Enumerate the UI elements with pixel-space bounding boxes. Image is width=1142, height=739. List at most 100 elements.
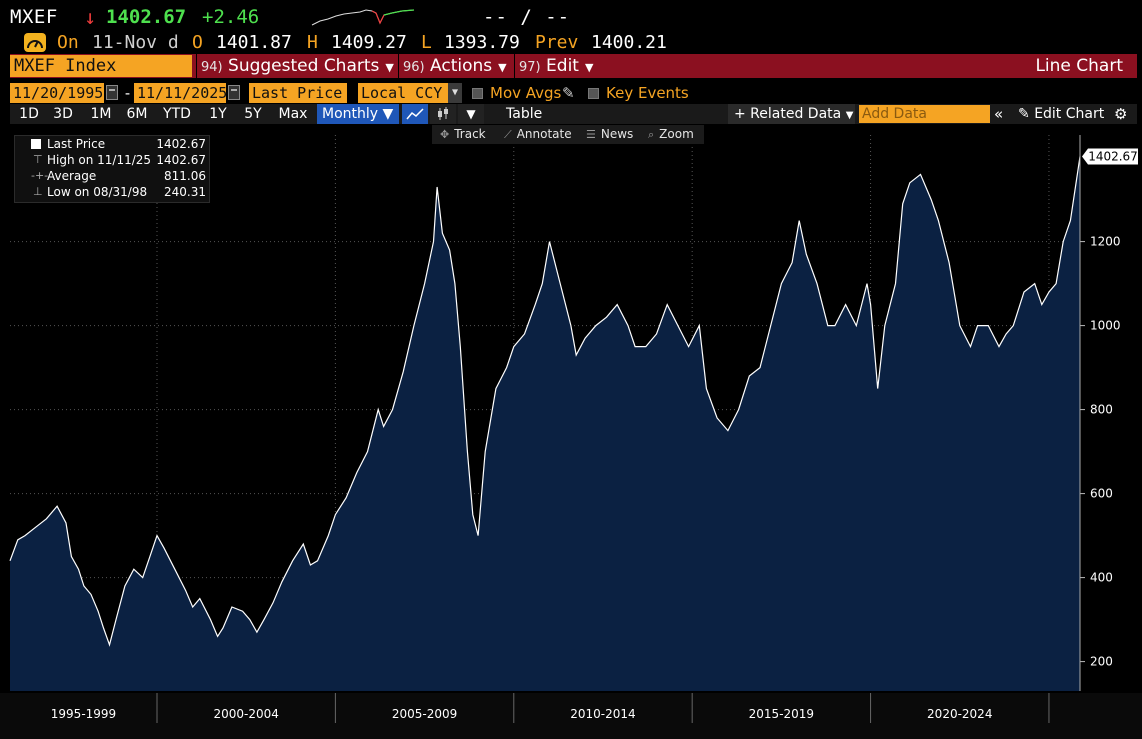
caret-down-icon: ▼ <box>498 61 507 74</box>
chart-axes <box>0 135 1142 739</box>
add-data-input[interactable]: Add Data <box>859 105 990 123</box>
legend-value: 811.06 <box>164 169 206 183</box>
y-tick-label: 200 <box>1090 655 1113 669</box>
on-label: On <box>57 32 79 53</box>
down-arrow-icon: ↓ <box>84 5 97 29</box>
high-label: H <box>307 32 318 53</box>
caret-down-icon: ▼ <box>845 110 854 121</box>
actions-menu[interactable]: 96) Actions ▼ <box>398 54 514 78</box>
ohlc-bar: On 11-Nov d O 1401.87 H 1409.27 L 1393.7… <box>0 31 1142 53</box>
last-price-tag <box>1082 148 1138 165</box>
tab-3d[interactable]: 3D <box>53 106 73 122</box>
calendar-icon[interactable] <box>106 85 118 100</box>
legend-row-high: ⊤ High on 11/11/25 1402.67 <box>15 152 211 168</box>
x-tick-label: 2000-2004 <box>213 707 278 721</box>
edit-chart-button[interactable]: ✎ Edit Chart <box>1018 104 1104 124</box>
last-price-tag-label: 1402.67 <box>1088 149 1138 163</box>
low-marker-icon: ⊥ <box>33 185 43 198</box>
legend-value: 240.31 <box>164 185 206 199</box>
tab-1m[interactable]: 1M <box>90 106 112 122</box>
start-date-field[interactable]: 11/20/1995 <box>10 83 104 103</box>
news-tool[interactable]: ☰ News <box>586 125 633 144</box>
average-marker-icon: -+- <box>31 169 49 182</box>
legend-label: Low on 08/31/98 <box>47 185 148 199</box>
x-axis-labels: 1995-1999 2000-2004 2005-2009 2010-2014 2015… <box>51 707 993 721</box>
chevron-down-icon[interactable]: ▼ <box>458 104 484 124</box>
pencil-icon: ✎ <box>1018 106 1030 122</box>
legend-row-last[interactable]: Last Price 1402.67 <box>15 136 211 152</box>
suggested-charts-menu[interactable]: 94) Suggested Charts ▼ <box>196 54 398 78</box>
track-tool[interactable]: ✥ Track <box>440 125 486 144</box>
open-label: O <box>192 32 203 53</box>
zoom-tool[interactable]: ⌕ Zoom <box>648 125 694 144</box>
y-tick-label: 1000 <box>1090 319 1121 333</box>
actions-number: 96) <box>403 60 425 75</box>
gear-icon[interactable]: ⚙ <box>1114 105 1128 123</box>
pencil-icon[interactable]: ✎ <box>562 84 575 102</box>
last-price: 1402.67 <box>106 6 187 28</box>
legend-row-low: ⊥ Low on 08/31/98 240.31 <box>15 184 211 200</box>
price-area <box>10 156 1080 691</box>
tab-1d[interactable]: 1D <box>19 106 39 122</box>
magnifier-icon: ⌕ <box>648 128 655 141</box>
price-chart[interactable]: 200 400 600 800 1000 1200 1995-1999 2000-2004 2… <box>0 125 1142 739</box>
x-tick-label: 2020-2024 <box>927 707 992 721</box>
high-value: 1409.27 <box>331 32 407 53</box>
ticker-symbol[interactable]: MXEF <box>10 6 58 28</box>
news-icon: ☰ <box>586 128 596 141</box>
x-tick-label: 2015-2019 <box>749 707 814 721</box>
chart-type-label[interactable]: Line Chart <box>1035 56 1123 76</box>
prev-label: Prev <box>535 32 579 53</box>
tab-max[interactable]: Max <box>278 106 308 122</box>
period-bar: 1D 3D 1M 6M YTD 1Y 5Y Max Monthly ▼ ▼ Ta… <box>10 104 1137 124</box>
edit-label: Edit <box>546 56 579 76</box>
collapse-left-icon[interactable]: « <box>994 105 1004 123</box>
news-label: News <box>600 127 634 141</box>
legend-value: 1402.67 <box>156 153 206 167</box>
series-swatch <box>31 139 41 149</box>
chart-grid <box>10 135 1085 691</box>
security-field[interactable]: MXEF Index <box>10 55 192 77</box>
caret-down-icon: ▼ <box>584 61 594 74</box>
key-events-checkbox[interactable] <box>588 88 599 99</box>
y-axis-labels: 200 400 600 800 1000 1200 <box>1090 235 1121 669</box>
edit-number: 97) <box>519 60 541 75</box>
tab-ytd[interactable]: YTD <box>163 106 191 122</box>
edit-chart-label: Edit Chart <box>1034 106 1105 122</box>
frequency-select[interactable]: Monthly ▼ <box>317 104 399 124</box>
price-field-select[interactable]: Last Price <box>249 83 347 103</box>
end-date-field[interactable]: 11/11/2025 <box>134 83 227 103</box>
related-data-button[interactable]: + Related Data ▼ <box>728 104 855 124</box>
edit-menu[interactable]: 97) Edit ▼ <box>514 54 604 78</box>
ticker-bar: MXEF ↓ 1402.67 +2.46 -- / -- <box>0 0 1142 32</box>
annotate-label: Annotate <box>516 127 572 141</box>
y-tick-label: 800 <box>1090 403 1113 417</box>
related-data-label: + Related Data <box>734 106 842 122</box>
net-change: +2.46 <box>202 6 260 28</box>
annotate-tool[interactable]: ⟋ Annotate <box>504 125 572 144</box>
tab-5y[interactable]: 5Y <box>244 106 262 122</box>
key-events-label[interactable]: Key Events <box>606 84 689 102</box>
x-tick-label: 2010-2014 <box>570 707 635 721</box>
mov-avgs-label[interactable]: Mov Avgs <box>490 84 562 102</box>
line-chart-icon[interactable] <box>402 104 428 124</box>
chevron-down-icon[interactable]: ▼ <box>448 83 462 103</box>
x-tick-label: 2005-2009 <box>392 707 457 721</box>
range-placeholder: -- / -- <box>483 6 571 28</box>
speedometer-icon[interactable] <box>24 33 46 52</box>
sparkline-icon <box>311 9 415 26</box>
calendar-icon[interactable] <box>228 85 240 100</box>
candle-chart-icon[interactable] <box>430 104 456 124</box>
tab-6m[interactable]: 6M <box>126 106 148 122</box>
actions-label: Actions <box>430 56 493 76</box>
mov-avgs-checkbox[interactable] <box>472 88 483 99</box>
tab-1y[interactable]: 1Y <box>209 106 227 122</box>
y-tick-label: 600 <box>1090 487 1113 501</box>
pencil-icon: ⟋ <box>504 128 512 141</box>
low-value: 1393.79 <box>444 32 520 53</box>
caret-down-icon: ▼ <box>382 106 394 122</box>
currency-select[interactable]: Local CCY <box>358 83 448 103</box>
y-tick-label: 1200 <box>1090 235 1121 249</box>
table-button[interactable]: Table <box>506 106 543 122</box>
last-price-marker: 1402.67 <box>1082 148 1138 165</box>
